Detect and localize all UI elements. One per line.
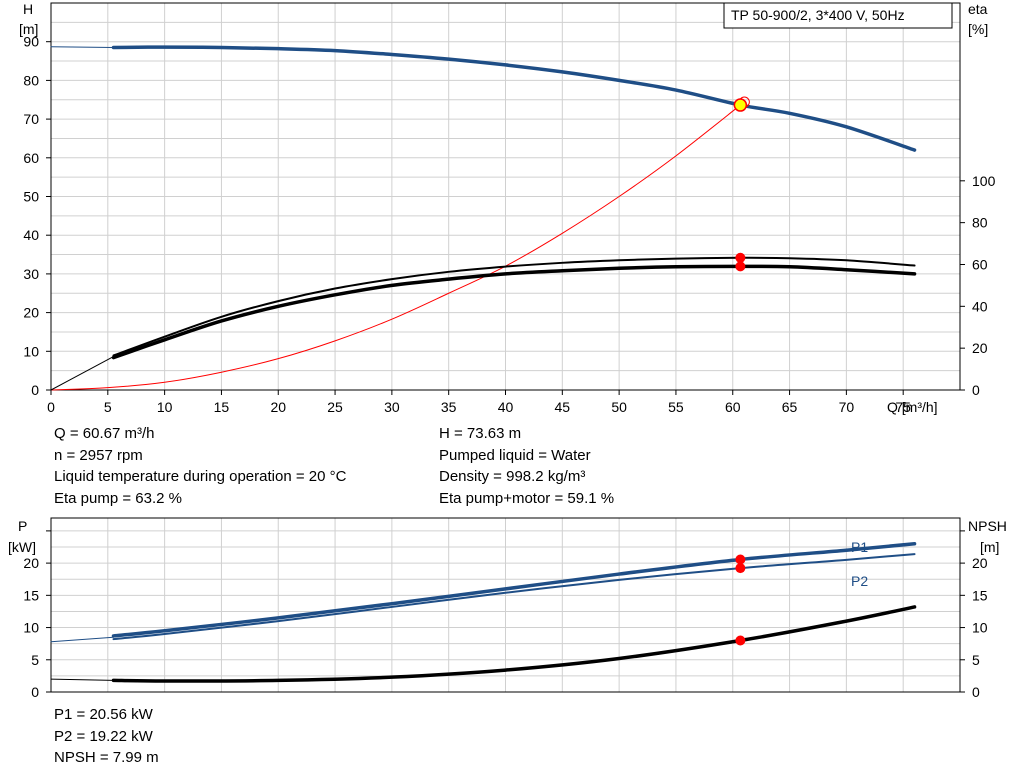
x-tick-label: 40	[498, 399, 514, 415]
eta-pump-motor-value: Eta pump+motor = 59.1 %	[439, 489, 615, 507]
x-tick-label: 15	[214, 399, 230, 415]
x-tick-label: 50	[611, 399, 627, 415]
top-y-left-label-1: H	[23, 1, 33, 17]
eta-pump-motor-operating-point	[735, 261, 746, 272]
bottom-npsh-ext-curve	[50, 678, 114, 681]
bottom-y-left-tick-label: 10	[23, 620, 39, 636]
power-info: P1 = 20.56 kW P2 = 19.22 kW NPSH = 7.99 …	[54, 704, 159, 769]
p1-value: P1 = 20.56 kW	[54, 706, 153, 723]
bottom-p2-curve	[112, 553, 916, 641]
bottom-y-right-tick-label: 15	[972, 587, 988, 603]
bottom-p-ext-curve	[50, 636, 114, 643]
bottom-npsh-curve	[111, 605, 917, 683]
top-y-left-tick-label: 80	[23, 72, 39, 88]
x-tick-label: 60	[725, 399, 741, 415]
x-tick-label: 10	[157, 399, 173, 415]
bottom-chart-frame	[50, 517, 961, 693]
top-y-right-tick-label: 60	[972, 256, 988, 272]
npsh-operating-point	[735, 635, 746, 646]
x-tick-label: 45	[555, 399, 571, 415]
p1-operating-point	[735, 554, 746, 565]
bottom-y-right-tick-label: 10	[972, 620, 988, 636]
speed-value: n = 2957 rpm	[54, 446, 143, 464]
bottom-y-left-tick-label: 15	[23, 587, 39, 603]
bottom-y-left-label-1: P	[18, 518, 27, 534]
head-operating-point	[733, 98, 748, 112]
x-axis-label: Q [m³/h]	[887, 399, 938, 415]
x-tick-label: 70	[839, 399, 855, 415]
bottom-y-left-label-2: [kW]	[8, 539, 36, 555]
p2-value: P2 = 19.22 kW	[54, 727, 153, 745]
eta-pump-value: Eta pump = 63.2 %	[54, 489, 182, 507]
top-y-left-label-2: [m]	[19, 21, 38, 37]
bottom-y-right-tick-label: 5	[972, 652, 980, 668]
x-tick-label: 20	[270, 399, 286, 415]
bottom-chart-series	[50, 542, 917, 683]
x-tick-label: 55	[668, 399, 684, 415]
bottom-chart-ticks: 0 5 10 15 20 0 5 10 15 20	[23, 530, 988, 700]
x-tick-label: 75	[895, 399, 911, 415]
x-tick-label: 5	[104, 399, 112, 415]
top-y-left-tick-label: 30	[23, 266, 39, 282]
top-system-curve	[50, 104, 741, 391]
top-y-left-tick-label: 60	[23, 150, 39, 166]
p2-operating-point	[735, 563, 746, 574]
bottom-p1-curve	[111, 542, 917, 638]
pumped-liquid-value: Pumped liquid = Water	[439, 446, 591, 464]
bottom-y-right-label-2: [m]	[980, 539, 999, 555]
model-label: TP 50-900/2, 3*400 V, 50Hz	[731, 7, 905, 23]
top-y-right-label-1: eta	[968, 1, 988, 17]
top-y-left-tick-label: 90	[23, 34, 39, 50]
top-chart-series	[50, 45, 917, 391]
bottom-y-right-tick-label: 20	[972, 555, 988, 571]
x-tick-label: 65	[782, 399, 798, 415]
top-eta-ext-curve	[50, 356, 114, 391]
operating-info-right: H = 73.63 m Pumped liquid = Water Densit…	[439, 423, 614, 509]
top-y-right-tick-label: 20	[972, 340, 988, 356]
p2-series-label: P2	[851, 573, 868, 589]
bottom-y-left-tick-label: 0	[31, 684, 39, 700]
bottom-y-right-tick-label: 0	[972, 684, 980, 700]
top-y-right-tick-label: 40	[972, 298, 988, 314]
liquid-temperature-value: Liquid temperature during operation = 20…	[54, 468, 347, 485]
head-value: H = 73.63 m	[439, 425, 522, 442]
bottom-y-right-label-1: NPSH	[968, 518, 1007, 534]
density-value: Density = 998.2 kg/m³	[439, 468, 586, 485]
p1-series-label: P1	[851, 539, 868, 555]
top-y-right-label-2: [%]	[968, 21, 988, 37]
top-y-right-tick-label: 0	[972, 382, 980, 398]
npsh-value: NPSH = 7.99 m	[54, 749, 159, 766]
x-tick-label: 0	[47, 399, 55, 415]
top-y-left-tick-label: 40	[23, 227, 39, 243]
flow-value: Q = 60.67 m³/h	[54, 425, 155, 442]
model-label-box	[723, 2, 953, 29]
top-eta-pump-motor-curve	[111, 264, 917, 360]
top-chart-ticks: 0 5 10 15 20 25 30 35 40 45 50 55 60 65 70 75 0 10 20 30 40 5…	[23, 34, 995, 415]
bottom-chart-grid	[51, 518, 960, 692]
x-tick-label: 30	[384, 399, 400, 415]
bottom-y-left-tick-label: 20	[23, 555, 39, 571]
bottom-y-left-tick-label: 5	[31, 652, 39, 668]
top-y-left-tick-label: 0	[31, 382, 39, 398]
operating-point-markers	[733, 96, 750, 646]
operating-info-left: Q = 60.67 m³/h n = 2957 rpm Liquid tempe…	[54, 423, 346, 509]
x-tick-label: 25	[327, 399, 343, 415]
top-y-left-tick-label: 20	[23, 305, 39, 321]
top-y-right-tick-label: 100	[972, 173, 996, 189]
top-eta-pump-curve	[112, 256, 916, 357]
top-y-left-tick-label: 70	[23, 111, 39, 127]
top-y-right-tick-label: 80	[972, 215, 988, 231]
x-tick-label: 35	[441, 399, 457, 415]
top-head-curve	[111, 45, 917, 152]
top-y-left-tick-label: 10	[23, 343, 39, 359]
top-head-ext-curve	[50, 46, 114, 49]
top-y-left-tick-label: 50	[23, 189, 39, 205]
eta-pump-operating-point	[735, 252, 746, 263]
